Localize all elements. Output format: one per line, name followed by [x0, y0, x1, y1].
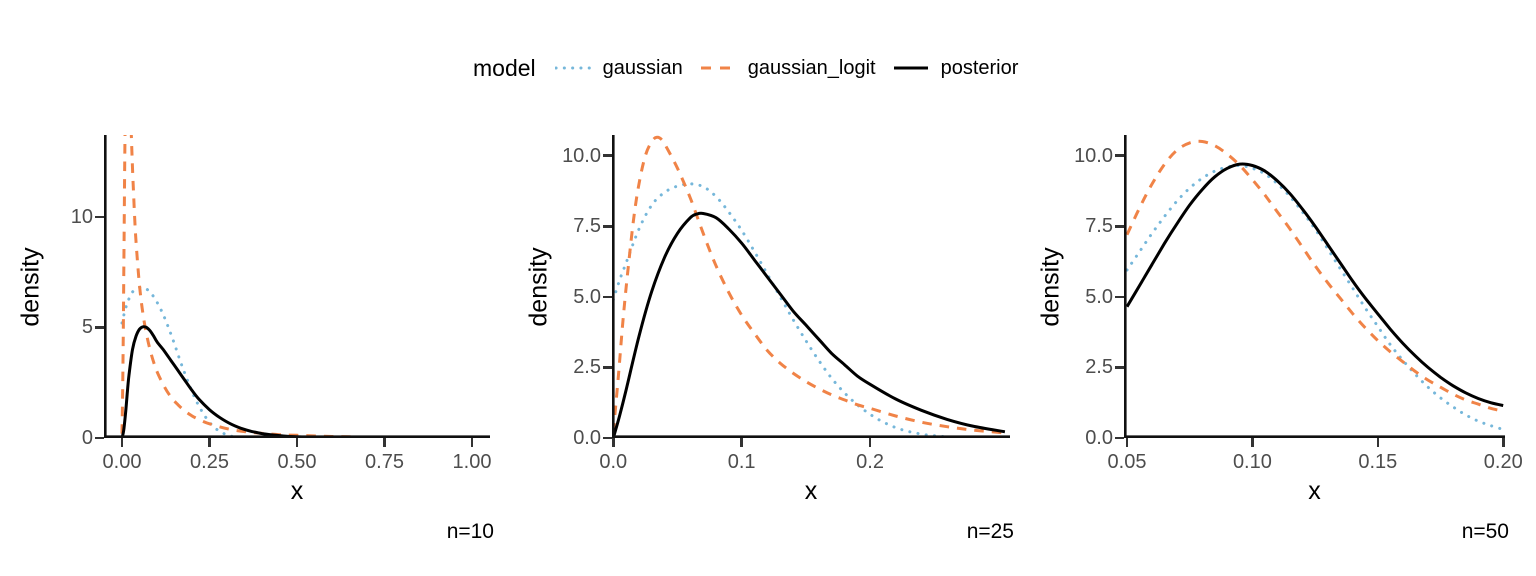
y-tick-label: 2.5: [573, 356, 601, 379]
legend-item-label: posterior: [940, 56, 1019, 79]
y-tick-label: 2.5: [1085, 356, 1113, 379]
y-tick-mark: [1115, 366, 1124, 369]
y-tick-label: 0: [81, 427, 93, 449]
x-tick-label: 0.75: [365, 451, 404, 473]
y-tick-mark: [603, 154, 612, 157]
x-tick-label: 0.10: [1232, 451, 1272, 473]
x-tick-mark: [740, 438, 743, 447]
y-tick-mark: [603, 366, 612, 369]
legend-title: model: [473, 54, 536, 81]
x-tick-label: 0.1: [727, 451, 756, 473]
y-tick-mark: [95, 215, 104, 219]
series-gaussian-curve: [1125, 163, 1505, 431]
legend-item-label: gaussian_logit: [747, 56, 876, 79]
facet-panel-n10: density x n=10 0 5 10 0.00 0.25 0.50 0.75 1.00: [0, 0, 512, 576]
x-tick-mark: [1251, 438, 1254, 447]
y-tick-label: 10.0: [562, 144, 601, 167]
plot-area-n50: [1124, 135, 1505, 438]
series-posterior-curve: [1125, 162, 1504, 407]
x-axis-title: x: [290, 477, 304, 505]
x-tick-mark: [868, 438, 872, 447]
facet-caption: n=25: [966, 520, 1014, 543]
y-tick-mark: [95, 326, 104, 329]
x-tick-label: 0.05: [1107, 451, 1147, 473]
y-axis-title: density: [16, 246, 45, 327]
facet-panel-n50: density x n=50 0.0 2.5 5.0 7.5 10.0 0.05 0.10 0…: [1024, 0, 1536, 576]
x-tick-label: 0.50: [277, 451, 317, 473]
x-axis-title: x: [804, 477, 818, 505]
plot-area-n25: [612, 135, 1010, 438]
x-tick-mark: [611, 438, 615, 447]
y-tick-label: 7.5: [573, 215, 601, 238]
x-tick-label: 1.00: [452, 451, 492, 473]
y-tick-mark: [1115, 436, 1124, 440]
x-tick-label: 0.20: [1483, 451, 1523, 473]
gaussian-logit-dashed-line-key-icon: [700, 66, 735, 70]
y-tick-label: 5: [81, 316, 93, 339]
x-tick-mark: [1125, 438, 1129, 447]
x-tick-mark: [120, 438, 124, 447]
x-tick-mark: [470, 438, 474, 447]
y-tick-label: 5.0: [573, 285, 601, 308]
y-tick-mark: [603, 295, 612, 299]
legend-item-gaussian: gaussian: [554, 56, 683, 80]
posterior-solid-line-key-icon: [893, 66, 928, 70]
y-tick-label: 5.0: [1085, 285, 1113, 308]
y-tick-mark: [603, 436, 612, 440]
y-tick-mark: [1115, 295, 1124, 299]
x-tick-mark: [295, 438, 299, 447]
y-tick-mark: [1115, 224, 1124, 228]
series-posterior-curve: [120, 325, 473, 438]
plot-area-n10: [104, 135, 490, 438]
legend-item-gaussian-logit: gaussian_logit: [700, 57, 876, 80]
y-tick-mark: [603, 224, 612, 228]
y-tick-label: 0.0: [573, 427, 601, 449]
series-gaussian-curve: [120, 285, 474, 438]
y-tick-label: 10: [70, 205, 93, 228]
x-tick-mark: [208, 438, 211, 447]
x-tick-mark: [1501, 438, 1505, 447]
series-gaussian_logit-curve: [120, 135, 473, 438]
x-tick-label: 0.0: [599, 451, 628, 473]
x-tick-mark: [383, 438, 386, 447]
legend-item-label: gaussian: [602, 56, 683, 79]
x-tick-mark: [1376, 438, 1380, 447]
facet-caption: n=50: [1461, 520, 1509, 543]
x-tick-label: 0.25: [190, 451, 229, 473]
x-tick-label: 0.00: [102, 451, 142, 473]
series-posterior-curve: [612, 211, 1006, 438]
x-axis-title: x: [1308, 477, 1321, 505]
gaussian-dotted-line-key-icon: [554, 66, 591, 70]
series-gaussian_logit-curve: [612, 135, 1006, 435]
y-tick-mark: [1115, 154, 1124, 157]
legend-item-posterior: posterior: [893, 56, 1019, 80]
series-gaussian-curve: [612, 182, 1007, 438]
y-tick-label: 7.5: [1085, 215, 1113, 238]
legend: model gaussian gaussian_logit posterior: [473, 52, 1018, 84]
y-tick-mark: [95, 436, 104, 440]
facet-caption: n=10: [446, 520, 494, 543]
x-tick-label: 0.2: [856, 451, 884, 473]
y-tick-label: 0.0: [1085, 427, 1113, 449]
facet-panel-n25: density x n=25 0.0 2.5 5.0 7.5 10.0 0.0 0.1 0.2: [512, 0, 1024, 576]
series-gaussian_logit-curve: [1125, 139, 1504, 413]
y-tick-label: 10.0: [1074, 144, 1113, 167]
x-tick-label: 0.15: [1358, 451, 1398, 473]
